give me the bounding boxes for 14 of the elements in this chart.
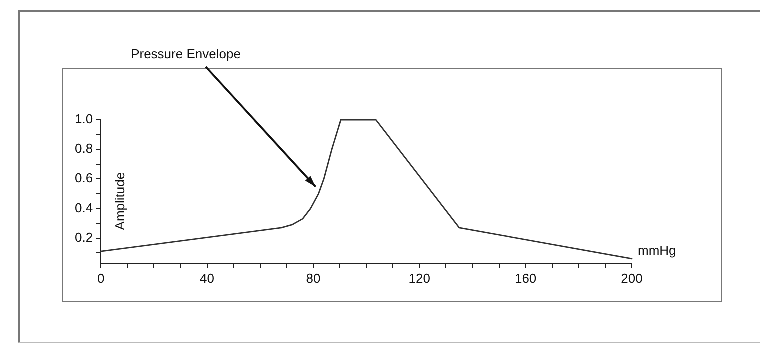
y-tick-label: 0.4 <box>74 200 94 216</box>
y-tick-label: 0.2 <box>74 230 94 245</box>
x-tick-label: 0 <box>97 270 105 286</box>
x-axis-title: mmHg <box>638 242 676 258</box>
x-tick-label: 200 <box>621 270 643 286</box>
y-tick-label: 1.0 <box>74 112 94 127</box>
y-tick-label: 0.8 <box>74 141 94 156</box>
x-tick-label: 160 <box>514 270 537 286</box>
x-tick-label: 40 <box>200 270 214 286</box>
annotation: Pressure Envelope <box>131 46 241 62</box>
x-tick-label: 80 <box>306 270 321 286</box>
x-tick-label: 120 <box>408 270 430 286</box>
y-axis-title: Amplitude <box>112 172 128 230</box>
y-tick-label: 0.6 <box>74 170 94 186</box>
